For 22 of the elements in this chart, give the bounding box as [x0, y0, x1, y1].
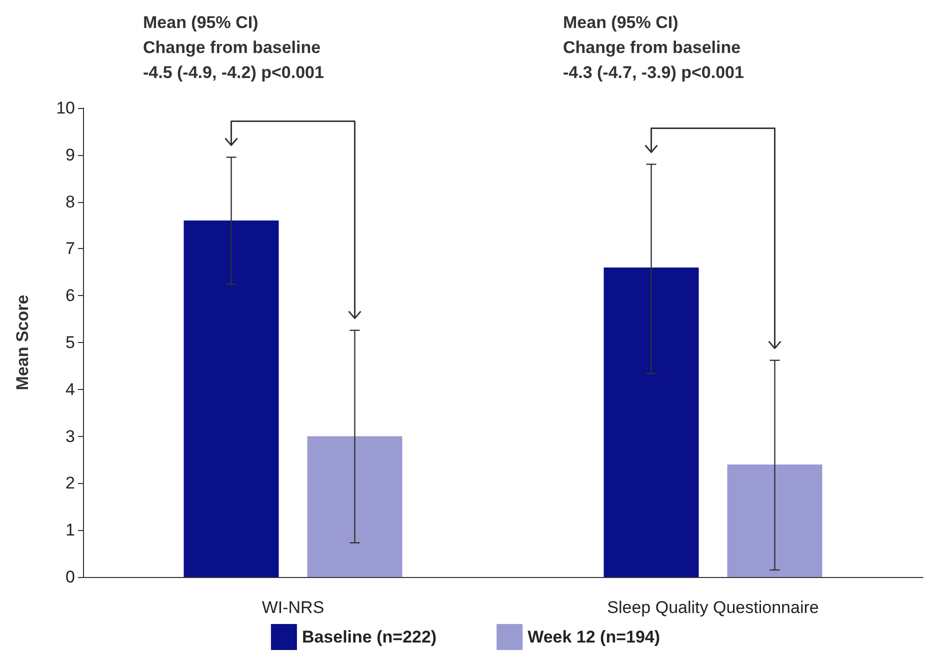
- y-tick-label: 7: [66, 239, 75, 258]
- bar: [307, 436, 402, 577]
- text: Mean (95% CI) Change from baseline -4.5 (-4.9, -4.2) p<0.001: [143, 13, 324, 82]
- y-tick-label: 0: [66, 568, 75, 586]
- bar: [184, 220, 279, 577]
- y-tick-label: 2: [66, 474, 75, 493]
- bar: [604, 267, 699, 577]
- bar: [727, 464, 822, 577]
- y-tick-label: 3: [66, 426, 75, 446]
- x-tick-label: Sleep Quality Questionnaire: [607, 598, 819, 617]
- text: Mean (95% CI) Change from baseline -4.3 (-4.7, -3.9) p<0.001: [563, 13, 744, 82]
- y-tick-label: 10: [56, 98, 75, 118]
- legend-label: Baseline (n=222): [302, 628, 437, 646]
- legend-label: Week 12 (n=194): [528, 628, 660, 646]
- y-tick-label: 5: [66, 333, 75, 352]
- y-tick-label: 9: [66, 145, 75, 164]
- x-tick-label: WI-NRS: [262, 598, 324, 617]
- y-axis-title: Mean Score: [13, 294, 32, 390]
- y-tick-label: 4: [66, 380, 75, 399]
- y-tick-label: 8: [66, 192, 75, 212]
- y-tick-label: 6: [66, 286, 75, 306]
- y-tick-label: 1: [66, 520, 75, 540]
